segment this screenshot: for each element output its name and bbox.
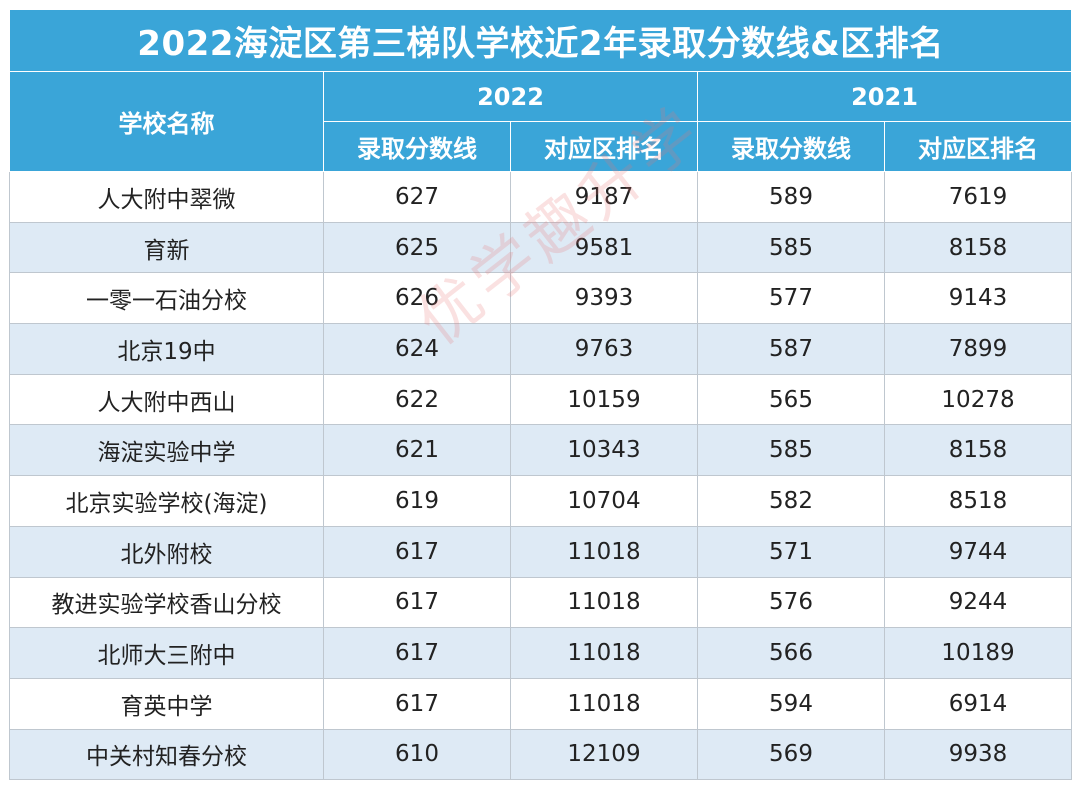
school-name-cell: 北师大三附中 (9, 627, 324, 679)
rank-2021-cell: 10278 (883, 373, 1073, 426)
table-row: 海淀实验中学 621 10343 585 8158 (9, 424, 1073, 477)
school-name-cell: 育英中学 (9, 677, 324, 730)
rank-2022-cell: 9581 (510, 221, 698, 274)
rank-2022-cell: 12109 (510, 728, 698, 781)
score-2021-cell: 571 (697, 525, 885, 578)
rank-2021-header: 对应区排名 (883, 121, 1073, 172)
table-row: 北京实验学校(海淀) 619 10704 582 8518 (9, 475, 1073, 527)
rank-2021-cell: 7619 (883, 171, 1073, 223)
rank-2021-cell: 6914 (883, 677, 1073, 730)
table-row: 北师大三附中 617 11018 566 10189 (9, 627, 1073, 679)
score-2021-cell: 565 (697, 373, 885, 426)
rank-2022-cell: 11018 (510, 525, 698, 578)
score-2022-cell: 617 (323, 525, 511, 578)
score-2022-cell: 624 (323, 323, 511, 375)
rank-2022-cell: 9763 (510, 323, 698, 375)
year-2021-header: 2021 (696, 71, 1073, 122)
table-row: 人大附中西山 622 10159 565 10278 (9, 373, 1073, 426)
admission-table-frame: 2022海淀区第三梯队学校近2年录取分数线&区排名 学校名称 2022 2021… (8, 9, 1073, 789)
rank-2021-cell: 8158 (883, 424, 1073, 477)
score-2021-cell: 585 (697, 221, 885, 274)
score-2022-cell: 626 (323, 272, 511, 325)
score-2021-header: 录取分数线 (697, 121, 885, 172)
table-row: 育英中学 617 11018 594 6914 (9, 677, 1073, 730)
score-2021-cell: 587 (697, 323, 885, 375)
score-2022-cell: 621 (323, 424, 511, 477)
table-title: 2022海淀区第三梯队学校近2年录取分数线&区排名 (8, 9, 1073, 72)
score-2021-cell: 589 (697, 171, 885, 223)
rank-2022-cell: 10343 (510, 424, 698, 477)
rank-2022-cell: 9187 (510, 171, 698, 223)
school-name-cell: 北外附校 (9, 525, 324, 578)
table-row: 教进实验学校香山分校 617 11018 576 9244 (9, 576, 1073, 629)
school-name-cell: 教进实验学校香山分校 (9, 576, 324, 629)
rank-2022-cell: 11018 (510, 677, 698, 730)
school-name-cell: 北京实验学校(海淀) (9, 475, 324, 527)
table-body: 人大附中翠微 627 9187 589 7619 育新 625 9581 585 8158 一零一石… (9, 171, 1073, 781)
table-row: 育新 625 9581 585 8158 (9, 221, 1073, 274)
school-name-cell: 海淀实验中学 (9, 424, 324, 477)
score-2022-cell: 617 (323, 677, 511, 730)
rank-2021-cell: 8518 (883, 475, 1073, 527)
rank-2021-cell: 8158 (883, 221, 1073, 274)
table-row: 一零一石油分校 626 9393 577 9143 (9, 272, 1073, 325)
score-2022-cell: 617 (323, 576, 511, 629)
table-row: 人大附中翠微 627 9187 589 7619 (9, 171, 1073, 223)
school-name-header: 学校名称 (9, 71, 324, 172)
year-2022-header: 2022 (323, 71, 698, 122)
table-row: 北京19中 624 9763 587 7899 (9, 323, 1073, 375)
school-name-cell: 育新 (9, 221, 324, 274)
score-2022-cell: 627 (323, 171, 511, 223)
score-2022-header: 录取分数线 (323, 121, 511, 172)
admission-score-table: 2022海淀区第三梯队学校近2年录取分数线&区排名 学校名称 2022 2021… (8, 9, 1073, 781)
score-2021-cell: 576 (697, 576, 885, 629)
rank-2021-cell: 9938 (883, 728, 1073, 781)
score-2022-cell: 622 (323, 373, 511, 426)
score-2021-cell: 566 (697, 627, 885, 679)
rank-2022-cell: 10159 (510, 373, 698, 426)
rank-2022-header: 对应区排名 (510, 121, 698, 172)
score-2022-cell: 617 (323, 627, 511, 679)
school-name-cell: 中关村知春分校 (9, 728, 324, 781)
rank-2022-cell: 11018 (510, 627, 698, 679)
score-2021-cell: 582 (697, 475, 885, 527)
score-2021-cell: 577 (697, 272, 885, 325)
school-name-cell: 一零一石油分校 (9, 272, 324, 325)
rank-2022-cell: 9393 (510, 272, 698, 325)
table-row: 北外附校 617 11018 571 9744 (9, 525, 1073, 578)
score-2021-cell: 569 (697, 728, 885, 781)
rank-2021-cell: 10189 (883, 627, 1073, 679)
score-2022-cell: 625 (323, 221, 511, 274)
school-name-cell: 人大附中西山 (9, 373, 324, 426)
rank-2022-cell: 11018 (510, 576, 698, 629)
score-2021-cell: 594 (697, 677, 885, 730)
school-name-cell: 北京19中 (9, 323, 324, 375)
rank-2021-cell: 9244 (883, 576, 1073, 629)
rank-2021-cell: 7899 (883, 323, 1073, 375)
rank-2022-cell: 10704 (510, 475, 698, 527)
score-2022-cell: 610 (323, 728, 511, 781)
table-row: 中关村知春分校 610 12109 569 9938 (9, 728, 1073, 781)
score-2021-cell: 585 (697, 424, 885, 477)
rank-2021-cell: 9744 (883, 525, 1073, 578)
rank-2021-cell: 9143 (883, 272, 1073, 325)
school-name-cell: 人大附中翠微 (9, 171, 324, 223)
score-2022-cell: 619 (323, 475, 511, 527)
